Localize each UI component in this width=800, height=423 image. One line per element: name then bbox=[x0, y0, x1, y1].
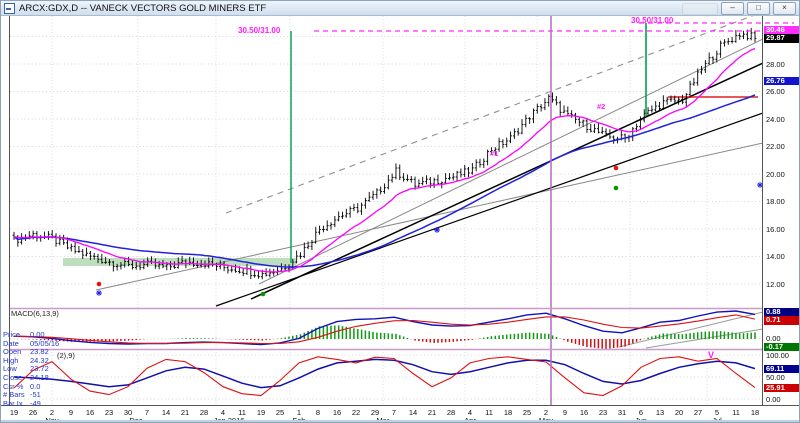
window-title: ARCX:GDX,D -- VANECK VECTORS GOLD MINERS… bbox=[19, 2, 267, 14]
close-button[interactable]: × bbox=[773, 2, 796, 15]
minimize-icon: – bbox=[730, 3, 735, 12]
app-icon bbox=[4, 2, 15, 14]
window-controls: – □ × bbox=[682, 2, 796, 15]
stoch-panel-label: (2),9) bbox=[57, 351, 75, 360]
minimize-button[interactable]: – bbox=[721, 2, 744, 15]
annotation-wave-2: #2 bbox=[597, 102, 606, 111]
annotation-target-left: 30.50/31.00 bbox=[238, 26, 281, 35]
toolbar-buttons-disabled bbox=[682, 2, 718, 15]
annotation-wave-1: #1 bbox=[490, 149, 499, 158]
annotation-target-right: 30.50/31.00 bbox=[631, 16, 674, 25]
close-icon: × bbox=[782, 3, 787, 12]
window-frame-bottom bbox=[1, 420, 799, 422]
macd-panel-label: MACD(6,13,9) bbox=[11, 309, 59, 318]
maximize-icon: □ bbox=[756, 3, 761, 12]
maximize-button[interactable]: □ bbox=[747, 2, 770, 15]
annotation-v-mark: V bbox=[708, 350, 715, 360]
price-axis[interactable] bbox=[764, 15, 799, 405]
title-bar[interactable]: ARCX:GDX,D -- VANECK VECTORS GOLD MINERS… bbox=[1, 1, 799, 16]
